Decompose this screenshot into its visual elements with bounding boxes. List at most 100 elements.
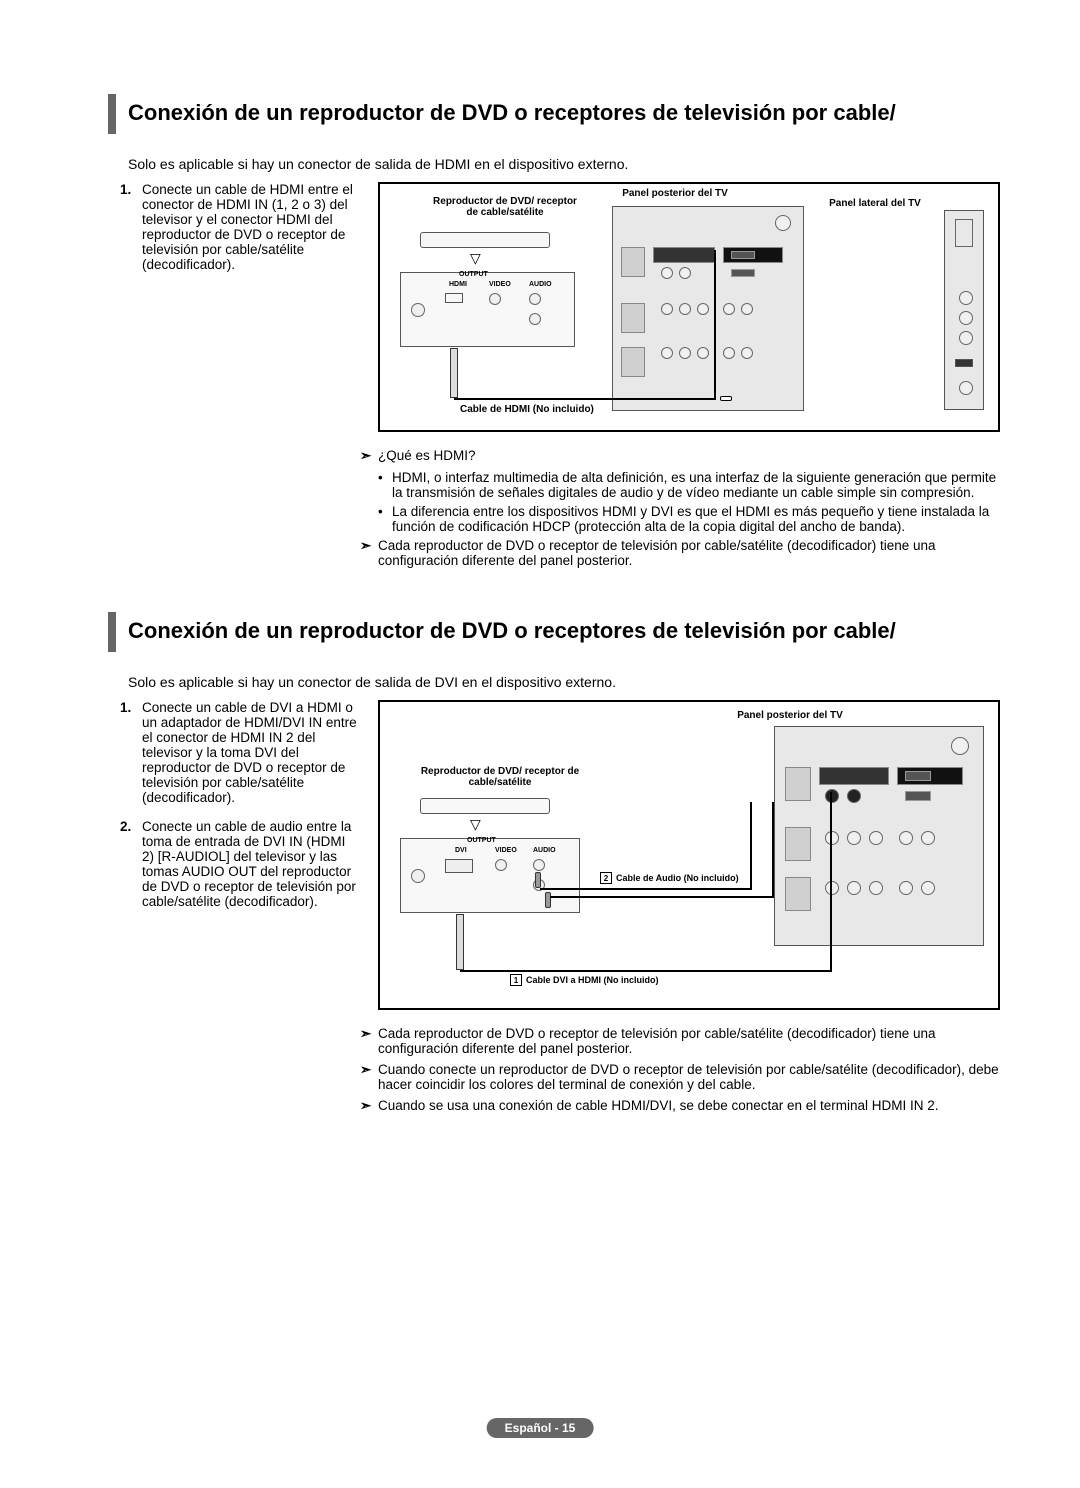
- hdmi-port-icon: [445, 293, 463, 303]
- c1-ar-icon: [921, 831, 935, 845]
- audio-l-icon: [679, 267, 691, 279]
- comp1-al-icon: [723, 303, 735, 315]
- note-text: Cada reproductor de DVD o receptor de te…: [378, 538, 1000, 568]
- section1-steps: 1. Conecte un cable de HDMI entre el con…: [120, 182, 360, 432]
- dvi-hdmi2-slot: [653, 247, 715, 263]
- audio-cable-vert-r: [772, 802, 774, 896]
- bullet-icon: •: [378, 504, 392, 534]
- exlink2-slot: [785, 877, 811, 911]
- rear-panel-label2: Panel posterior del TV: [710, 710, 870, 721]
- audio-port-label: AUDIO: [533, 847, 556, 854]
- c1-al-icon: [899, 831, 913, 845]
- hdmi2-port-icon: [731, 269, 755, 277]
- dvi-cable-vert: [830, 792, 832, 972]
- side-panel-label: Panel lateral del TV: [820, 198, 930, 209]
- exlink2-slot: [621, 347, 645, 377]
- pc-in-slot: [785, 767, 811, 801]
- step-text: Conecte un cable de DVI a HDMI o un adap…: [142, 700, 360, 805]
- video-jack-icon: [495, 859, 507, 871]
- video-port-label: VIDEO: [495, 847, 517, 854]
- c1-pr-icon: [869, 831, 883, 845]
- rear-panel-label: Panel posterior del TV: [610, 188, 740, 199]
- dvd-device-icon: [420, 232, 550, 248]
- audio-r-icon: [661, 267, 673, 279]
- step-number: 1.: [120, 182, 142, 272]
- callout-dvi: 1 Cable DVI a HDMI (No incluido): [510, 974, 659, 986]
- bullet-icon: •: [378, 470, 392, 500]
- section1-notes: ➣ ¿Qué es HDMI? • HDMI, o interfaz multi…: [360, 448, 1000, 568]
- hdmi-cable-line: [454, 398, 714, 400]
- note-text: Cuando se usa una conexión de cable HDMI…: [378, 1098, 939, 1114]
- step-item: 1. Conecte un cable de HDMI entre el con…: [120, 182, 360, 272]
- ant-in-icon: [775, 215, 791, 231]
- section2-title: Conexión de un reproductor de DVD o rece…: [128, 618, 1000, 644]
- note-text: Cada reproductor de DVD o receptor de te…: [378, 1026, 1000, 1056]
- note-line: ➣ Cuando se usa una conexión de cable HD…: [360, 1098, 1000, 1114]
- section2-intro: Solo es aplicable si hay un conector de …: [128, 674, 1000, 690]
- dvi-plug-icon: [456, 914, 464, 970]
- hdmi1-port-icon: [731, 251, 755, 259]
- callout-audio: 2 Cable de Audio (No incluido): [600, 872, 739, 884]
- page-number-badge: Español - 15: [487, 1418, 594, 1438]
- step-text: Conecte un cable de HDMI entre el conect…: [142, 182, 360, 272]
- diagram-dvi: Panel posterior del TV Reproductor de DV…: [378, 700, 1000, 1010]
- hdmi2-port-icon: [905, 791, 931, 801]
- exlink-slot: [785, 827, 811, 861]
- dvd-label2: Reproductor de DVD/ receptor de cable/sa…: [420, 766, 580, 788]
- callout-number: 2: [600, 872, 612, 884]
- audio-cable-line2: [550, 896, 774, 898]
- c1-pb-icon: [847, 831, 861, 845]
- audio-plug-l-icon: [535, 872, 541, 888]
- callout-text: Cable de Audio (No incluido): [616, 873, 739, 883]
- bullet-text: La diferencia entre los dispositivos HDM…: [392, 504, 1000, 534]
- note-line: ➣ Cada reproductor de DVD o receptor de …: [360, 538, 1000, 568]
- tv-side-panel: [944, 210, 984, 410]
- section2-steps: 1. Conecte un cable de DVI a HDMI o un a…: [120, 700, 360, 1010]
- note-question: ¿Qué es HDMI?: [378, 448, 476, 464]
- audio-port-label: AUDIO: [529, 281, 552, 288]
- comp2-pb-icon: [679, 347, 691, 359]
- section-hdmi: Conexión de un reproductor de DVD o rece…: [100, 100, 1000, 568]
- note-bullet: • La diferencia entre los dispositivos H…: [378, 504, 1000, 534]
- comp2-pr-icon: [697, 347, 709, 359]
- side-slot-icon: [955, 219, 973, 247]
- audio-plug-r-icon: [545, 892, 551, 908]
- output-label: OUTPUT: [467, 837, 496, 844]
- down-triangle-icon: ▽: [470, 816, 481, 833]
- hdmi-plug-device-icon: [450, 348, 458, 398]
- comp1-y-icon: [661, 303, 673, 315]
- tv-rear-panel: [612, 206, 804, 411]
- side-headphone-icon: [959, 381, 973, 395]
- step-number: 2.: [120, 819, 142, 909]
- video-jack-icon: [489, 293, 501, 305]
- rf-port-icon: [411, 303, 425, 317]
- down-triangle-icon: ▽: [470, 250, 481, 267]
- comp1-pr-icon: [697, 303, 709, 315]
- note-text: Cuando conecte un reproductor de DVD o r…: [378, 1062, 1000, 1092]
- section2-notes: ➣ Cada reproductor de DVD o receptor de …: [360, 1026, 1000, 1114]
- side-av2-ar-icon: [959, 331, 973, 345]
- section2-body: 1. Conecte un cable de DVI a HDMI o un a…: [120, 700, 1000, 1010]
- note-line: ➣ Cada reproductor de DVD o receptor de …: [360, 1026, 1000, 1056]
- tv-rear-panel2: [774, 726, 984, 946]
- note-bullet: • HDMI, o interfaz multimedia de alta de…: [378, 470, 1000, 500]
- note-arrow-icon: ➣: [360, 1062, 378, 1092]
- comp2-y-icon: [661, 347, 673, 359]
- dvd-device-icon: [420, 798, 550, 814]
- hdmi-port-label: HDMI: [449, 281, 467, 288]
- step-text: Conecte un cable de audio entre la toma …: [142, 819, 360, 909]
- comp1-pb-icon: [679, 303, 691, 315]
- title-wrap-1: Conexión de un reproductor de DVD o rece…: [100, 100, 1000, 126]
- dvi-port-icon: [445, 859, 473, 873]
- section1-intro: Solo es aplicable si hay un conector de …: [128, 156, 1000, 172]
- comp2-al-icon: [723, 347, 735, 359]
- diagram-hdmi: Reproductor de DVD/ receptor de cable/sa…: [378, 182, 1000, 432]
- c2-al-icon: [899, 881, 913, 895]
- dvi-cable-line: [460, 970, 830, 972]
- side-hdmi3-icon: [955, 359, 973, 367]
- step-number: 1.: [120, 700, 142, 805]
- audio-l-jack-icon: [533, 859, 545, 871]
- hdmi-cable-label: Cable de HDMI (No incluido): [460, 404, 635, 415]
- note-arrow-icon: ➣: [360, 1098, 378, 1114]
- audio-cable-vert-l: [750, 802, 752, 890]
